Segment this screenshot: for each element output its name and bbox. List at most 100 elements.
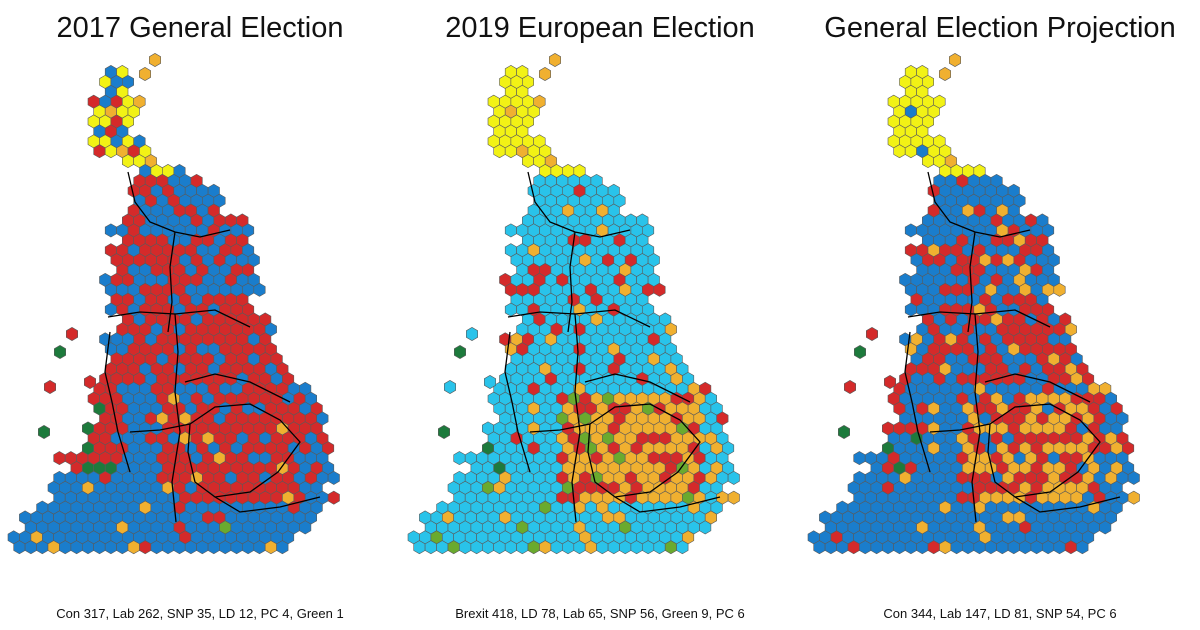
constituency-hex — [66, 327, 78, 341]
constituency-hex — [82, 540, 94, 555]
constituency-hex — [853, 451, 866, 466]
constituency-hex — [973, 540, 986, 555]
constituency-hex — [939, 67, 951, 81]
constituency-hex — [904, 223, 917, 238]
constituency-hex — [927, 540, 940, 555]
constituency-hex — [596, 540, 609, 555]
hex-map-eu2019 — [407, 53, 740, 555]
constituency-hex — [619, 540, 632, 555]
region-border — [504, 331, 531, 473]
constituency-hex — [1064, 540, 1077, 555]
constituency-hex — [493, 144, 506, 159]
constituency-hex — [882, 540, 894, 555]
constituency-hex — [36, 540, 49, 555]
panel-title: 2019 European Election — [445, 12, 755, 44]
region-border — [184, 373, 291, 403]
constituency-hex — [504, 302, 517, 317]
constituency-hex — [466, 327, 478, 341]
constituency-hex — [196, 540, 209, 555]
constituency-hex — [904, 540, 917, 555]
constituency-hex — [437, 425, 451, 439]
region-border — [127, 171, 231, 238]
constituency-hex — [824, 540, 837, 555]
hex-map-ge2017 — [7, 53, 340, 555]
constituency-hex — [539, 540, 552, 555]
region-border — [587, 403, 701, 498]
constituency-hex — [37, 425, 51, 439]
constituency-hex — [699, 520, 712, 535]
region-border — [904, 331, 931, 473]
region-border — [1014, 496, 1121, 513]
constituency-hex — [949, 53, 961, 67]
constituency-hex — [727, 470, 740, 485]
constituency-hex — [276, 540, 289, 555]
constituency-hex — [504, 144, 517, 159]
constituency-hex — [459, 540, 472, 555]
constituency-hex — [482, 540, 494, 555]
constituency-hex — [727, 490, 740, 505]
constituency-hex — [1030, 540, 1043, 555]
constituency-hex — [230, 540, 243, 555]
region-border — [187, 403, 301, 498]
constituency-hex — [549, 53, 561, 67]
region-border — [527, 171, 631, 238]
hex-map-projection — [807, 53, 1140, 555]
region-border — [929, 423, 991, 433]
seat-totals-caption: Con 317, Lab 262, SNP 35, LD 12, PC 4, G… — [56, 606, 344, 621]
constituency-hex — [413, 540, 426, 555]
constituency-hex — [207, 540, 220, 555]
constituency-hex — [149, 53, 161, 67]
region-border — [171, 313, 181, 523]
constituency-hex — [837, 425, 851, 439]
region-border — [129, 423, 191, 433]
constituency-hex — [1042, 540, 1055, 555]
constituency-hex — [866, 327, 878, 341]
region-border — [614, 496, 721, 513]
constituency-hex — [653, 282, 666, 297]
constituency-hex — [996, 540, 1009, 555]
constituency-hex — [93, 540, 106, 555]
constituency-hex — [453, 345, 466, 359]
constituency-hex — [1019, 540, 1032, 555]
constituency-hex — [104, 540, 117, 555]
constituency-hex — [139, 540, 152, 555]
constituency-hex — [843, 380, 857, 394]
constituency-hex — [676, 540, 689, 555]
constituency-hex — [299, 520, 312, 535]
constituency-hex — [84, 375, 96, 389]
constituency-hex — [916, 540, 929, 555]
region-border — [987, 403, 1101, 498]
constituency-hex — [453, 451, 466, 466]
region-border — [967, 231, 976, 333]
constituency-hex — [104, 302, 117, 317]
constituency-hex — [573, 540, 586, 555]
constituency-hex — [922, 154, 934, 169]
constituency-hex — [984, 540, 997, 555]
constituency-hex — [847, 540, 860, 555]
seat-totals-caption: Con 344, Lab 147, LD 81, SNP 54, PC 6 — [883, 606, 1117, 621]
panel-title: 2017 General Election — [56, 12, 344, 44]
constituency-hex — [962, 540, 975, 555]
constituency-hex — [504, 540, 517, 555]
constituency-hex — [104, 223, 117, 238]
panel-title: General Election Projection — [824, 12, 1176, 44]
constituency-hex — [150, 540, 163, 555]
constituency-hex — [939, 540, 952, 555]
region-border — [984, 373, 1091, 403]
constituency-hex — [1076, 540, 1089, 555]
constituency-hex — [493, 540, 506, 555]
region-border — [584, 373, 691, 403]
region-border — [571, 313, 581, 523]
constituency-hex — [59, 540, 72, 555]
constituency-hex — [116, 540, 129, 555]
panel-projection: General Election Projection Con 344, Lab… — [800, 0, 1200, 630]
panel-eu2019: 2019 European Election Brexit 418, LD 78… — [400, 0, 800, 630]
constituency-hex — [253, 540, 266, 555]
region-border — [529, 423, 591, 433]
region-border — [167, 231, 176, 333]
constituency-hex — [522, 154, 534, 169]
constituency-hex — [584, 540, 597, 555]
constituency-hex — [13, 540, 26, 555]
constituency-hex — [630, 540, 643, 555]
constituency-hex — [253, 282, 266, 297]
